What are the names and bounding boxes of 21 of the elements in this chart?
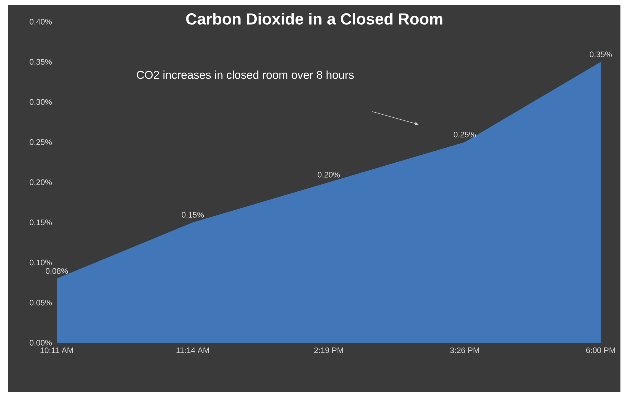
x-tick-label: 11:14 AM xyxy=(176,348,210,354)
chart-title: Carbon Dioxide in a Closed Room xyxy=(186,13,443,25)
x-tick-label: 3:26 PM xyxy=(450,348,480,354)
x-tick-label: 10:11 AM xyxy=(40,348,74,354)
data-label: 0.20% xyxy=(318,172,340,178)
y-tick-label: 0.40% xyxy=(30,19,52,25)
y-tick-label: 0.00% xyxy=(30,340,52,346)
data-label: 0.25% xyxy=(454,132,476,138)
y-tick-label: 0.15% xyxy=(30,220,52,226)
annotation: CO2 increases in closed room over 8 hours xyxy=(137,70,354,80)
data-label: 0.35% xyxy=(590,52,612,58)
y-tick-label: 0.30% xyxy=(30,99,52,106)
y-tick-label: 0.25% xyxy=(30,140,52,146)
data-label: 0.08% xyxy=(46,268,68,274)
x-tick-label: 2:19 PM xyxy=(314,348,344,354)
y-tick-label: 0.10% xyxy=(30,260,52,266)
y-tick-label: 0.35% xyxy=(30,59,52,65)
y-tick-label: 0.20% xyxy=(30,180,52,186)
x-tick-label: 6:00 PM xyxy=(586,348,616,354)
data-label: 0.15% xyxy=(182,212,204,218)
y-tick-label: 0.05% xyxy=(30,300,52,306)
